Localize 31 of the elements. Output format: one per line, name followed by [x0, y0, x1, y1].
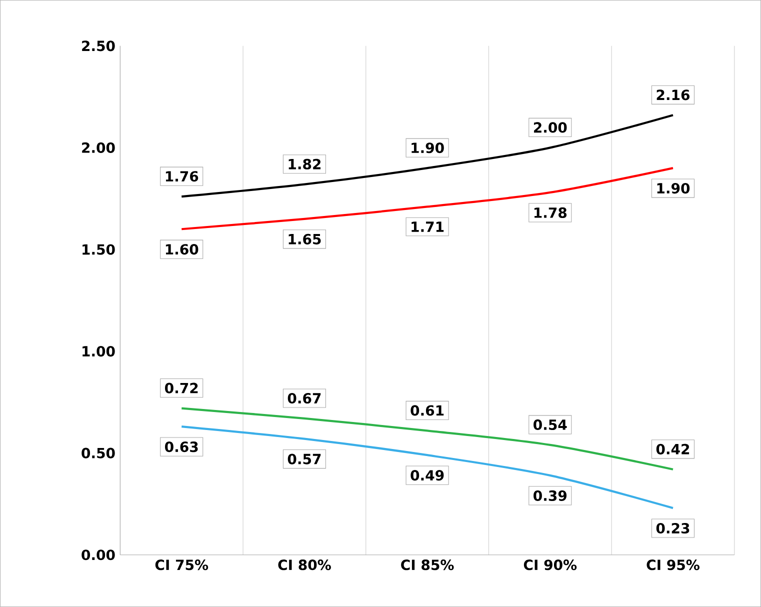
data-label: 0.63 — [165, 441, 198, 452]
data-label: 2.00 — [534, 122, 567, 133]
x-tick-label: CI 85% — [401, 560, 454, 570]
data-label: 0.23 — [656, 522, 690, 534]
data-label: 2.16 — [656, 90, 690, 100]
data-label: 0.57 — [288, 454, 321, 464]
x-tick-label: CI 90% — [524, 560, 577, 570]
data-label: 0.39 — [534, 490, 567, 501]
data-label: 1.60 — [166, 244, 198, 255]
data-label: 1.78 — [534, 207, 567, 218]
y-tick-label: 0.50 — [82, 448, 115, 458]
data-label: 0.42 — [656, 444, 690, 454]
x-tick-label: CI 95% — [646, 560, 700, 570]
y-tick-label: 2.00 — [82, 142, 115, 153]
data-label: 1.76 — [166, 171, 198, 182]
x-tick-label: CI 80% — [278, 560, 331, 570]
y-tick-label: 1.50 — [82, 244, 115, 255]
data-label: 0.72 — [165, 382, 198, 394]
x-tick-label: CI 75% — [155, 560, 208, 570]
data-label: 1.90 — [657, 182, 690, 194]
y-tick-label: 0.00 — [82, 550, 115, 560]
y-tick-label: 1.00 — [82, 346, 115, 357]
data-label: 1.65 — [288, 234, 321, 244]
data-label: 1.82 — [288, 158, 320, 170]
data-label: 0.54 — [534, 419, 567, 430]
data-label: 0.67 — [288, 392, 321, 404]
data-label: 1.71 — [412, 222, 444, 232]
data-label: 0.61 — [410, 405, 444, 416]
data-label: 1.90 — [412, 142, 444, 154]
y-tick-label: 2.50 — [82, 40, 115, 52]
data-label: 0.49 — [410, 470, 444, 481]
